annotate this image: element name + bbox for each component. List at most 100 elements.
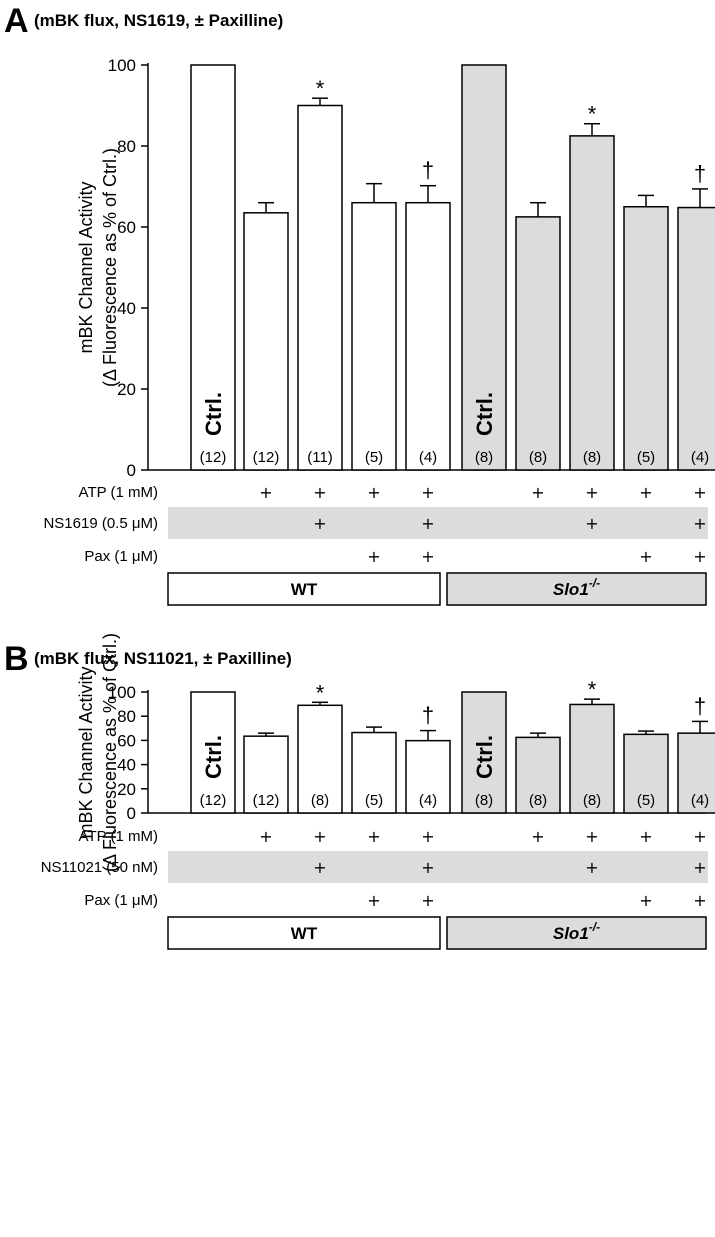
y-tick-label: 20 (117, 780, 136, 799)
plus-sign: + (639, 891, 652, 910)
y-tick-label: 80 (117, 137, 136, 156)
condition-band (168, 507, 708, 539)
significance-dagger: † (422, 703, 434, 728)
plus-sign: + (585, 827, 598, 846)
ctrl-label: Ctrl. (472, 392, 497, 436)
group-label-slo1-sup: -/- (589, 920, 600, 934)
plus-sign: + (693, 483, 706, 502)
panel-a: A (mBK flux, NS1619, ± Paxilline) 0 20 40 60 8… (4, 2, 715, 606)
n-label: (5) (637, 449, 655, 466)
bar (405, 739, 451, 814)
plus-sign: + (639, 483, 652, 502)
bar (243, 212, 289, 471)
panel-letter: A (4, 2, 29, 40)
panel-title: (mBK flux, NS1619, ± Paxilline) (34, 11, 283, 30)
group-label-slo1: Slo1-/- (553, 576, 600, 599)
plus-sign: + (693, 514, 706, 533)
significance-asterisk: * (588, 102, 597, 127)
condition-band (168, 851, 708, 883)
y-tick-label: 0 (127, 461, 136, 480)
condition-label: ATP (1 mM) (79, 828, 158, 845)
panel-title: (mBK flux, NS11021, ± Paxilline) (34, 649, 292, 668)
condition-label: Pax (1 μM) (84, 548, 158, 565)
bar (190, 691, 236, 814)
plus-sign: + (367, 483, 380, 502)
n-label: (4) (691, 792, 709, 809)
y-axis-label-units: (Δ Fluorescence as % of Ctrl.) (100, 633, 120, 872)
ctrl-label: Ctrl. (201, 392, 226, 436)
plus-sign: + (259, 483, 272, 502)
condition-label: NS11021 (50 nM) (41, 859, 158, 876)
bar (677, 732, 715, 814)
plus-sign: + (531, 483, 544, 502)
y-tick-label: 20 (117, 380, 136, 399)
group-box-wt (167, 916, 441, 950)
bar (677, 206, 715, 471)
panel-b: B (mBK flux, NS11021, ± Paxilline) 0 20 40 60… (4, 633, 715, 950)
n-label: (8) (529, 792, 547, 809)
y-axis-label: mBK Channel Activity (76, 181, 96, 353)
group-box-slo1 (446, 916, 707, 950)
significance-asterisk: * (588, 677, 597, 702)
y-tick-label: 100 (108, 56, 136, 75)
bar (405, 201, 451, 471)
y-tick-label: 40 (117, 299, 136, 318)
bar (297, 104, 343, 471)
bar (351, 201, 397, 471)
significance-asterisk: * (316, 680, 325, 705)
ctrl-label: Ctrl. (472, 735, 497, 779)
bar (623, 206, 669, 471)
plus-sign: + (585, 858, 598, 877)
bar (569, 703, 615, 814)
significance-dagger: † (694, 693, 706, 718)
y-tick-label: 40 (117, 756, 136, 775)
plus-sign: + (585, 483, 598, 502)
plus-sign: + (693, 858, 706, 877)
n-label: (4) (419, 792, 437, 809)
plus-sign: + (367, 891, 380, 910)
plus-sign: + (585, 514, 598, 533)
group-box-slo1 (446, 572, 707, 606)
plus-sign: + (313, 827, 326, 846)
bar (461, 64, 507, 471)
n-label: (8) (583, 792, 601, 809)
plus-sign: + (313, 858, 326, 877)
plus-sign: + (421, 858, 434, 877)
group-label-slo1-base: Slo1 (553, 924, 589, 943)
panel-letter: B (4, 640, 29, 678)
n-label: (4) (691, 449, 709, 466)
bar (461, 691, 507, 814)
n-label: (12) (200, 792, 227, 809)
y-tick-label: 0 (127, 804, 136, 823)
y-tick-label: 100 (108, 683, 136, 702)
significance-dagger: † (422, 158, 434, 183)
plus-sign: + (693, 891, 706, 910)
bar (515, 736, 561, 814)
n-label: (8) (475, 449, 493, 466)
condition-label: ATP (1 mM) (79, 484, 158, 501)
plus-sign: + (421, 827, 434, 846)
ctrl-label: Ctrl. (201, 735, 226, 779)
condition-label: NS1619 (0.5 μM) (43, 515, 158, 532)
group-label-slo1: Slo1-/- (553, 920, 600, 943)
n-label: (8) (583, 449, 601, 466)
n-label: (12) (253, 792, 280, 809)
plus-sign: + (421, 483, 434, 502)
y-tick-label: 80 (117, 707, 136, 726)
y-axis-label-units: (Δ Fluorescence as % of Ctrl.) (100, 148, 120, 387)
n-label: (12) (253, 449, 280, 466)
significance-asterisk: * (316, 76, 325, 101)
n-label: (12) (200, 449, 227, 466)
bar (623, 733, 669, 814)
plus-sign: + (639, 827, 652, 846)
group-label-slo1-sup: -/- (589, 576, 600, 590)
n-label: (5) (365, 449, 383, 466)
bar (190, 64, 236, 471)
n-label: (8) (311, 792, 329, 809)
plus-sign: + (639, 547, 652, 566)
y-tick-label: 60 (117, 218, 136, 237)
plus-sign: + (367, 547, 380, 566)
n-label: (8) (475, 792, 493, 809)
plus-sign: + (531, 827, 544, 846)
